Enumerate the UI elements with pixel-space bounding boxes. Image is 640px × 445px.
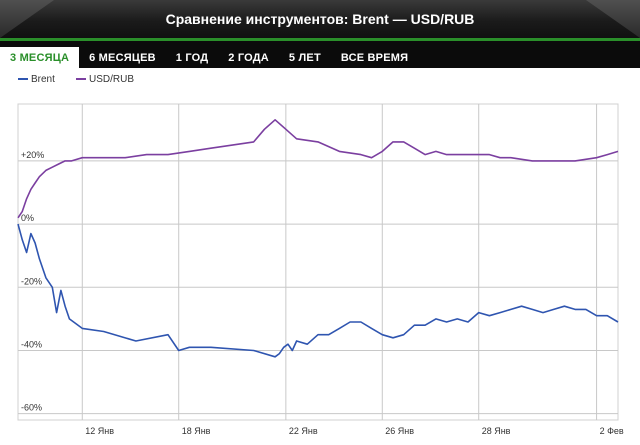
tab-5-years[interactable]: 5 ЛЕТ <box>288 51 321 64</box>
y-tick-label: -40% <box>21 339 42 349</box>
x-tick-label: 26 Янв <box>385 426 414 436</box>
tab-3-months[interactable]: 3 МЕСЯЦА <box>0 47 80 68</box>
x-tick-label: 22 Янв <box>289 426 318 436</box>
tab-all-time[interactable]: ВСЕ ВРЕМЯ <box>340 51 409 64</box>
tab-2-years[interactable]: 2 ГОДА <box>228 51 269 64</box>
y-tick-label: -60% <box>21 403 42 413</box>
legend-label: Brent <box>31 74 55 85</box>
period-tabs: 3 МЕСЯЦА 6 МЕСЯЦЕВ 1 ГОД 2 ГОДА 5 ЛЕТ ВС… <box>0 38 640 68</box>
title-bar-corner-right <box>586 0 640 38</box>
x-tick-label: 12 Янв <box>85 426 114 436</box>
chart-svg: +20% 0% -20% -40% -60% 12 Янв 18 Янв 22 Янв 26 Я… <box>17 74 624 436</box>
x-tick-label: 28 Янв <box>482 426 511 436</box>
page-title: Сравнение инструментов: Brent — USD/RUB <box>165 11 475 27</box>
series-line-brent <box>17 223 619 358</box>
title-bar-corner-left <box>0 0 54 38</box>
tab-1-year[interactable]: 1 ГОД <box>175 51 209 64</box>
window-title-bar: Сравнение инструментов: Brent — USD/RUB <box>0 0 640 38</box>
series-line-usd-rub <box>17 118 619 219</box>
y-tick-label: -20% <box>21 276 42 286</box>
y-tick-label: +20% <box>21 150 44 160</box>
plot-frame <box>17 103 619 421</box>
tab-6-months[interactable]: 6 МЕСЯЦЕВ <box>89 51 156 64</box>
x-tick-label: 2 Фев <box>600 426 624 436</box>
y-tick-label: 0% <box>21 213 34 223</box>
legend-label: USD/RUB <box>89 74 134 85</box>
x-tick-label: 18 Янв <box>182 426 211 436</box>
comparison-chart: +20% 0% -20% -40% -60% 12 Янв 18 Янв 22 Янв 26 Я… <box>0 68 640 440</box>
